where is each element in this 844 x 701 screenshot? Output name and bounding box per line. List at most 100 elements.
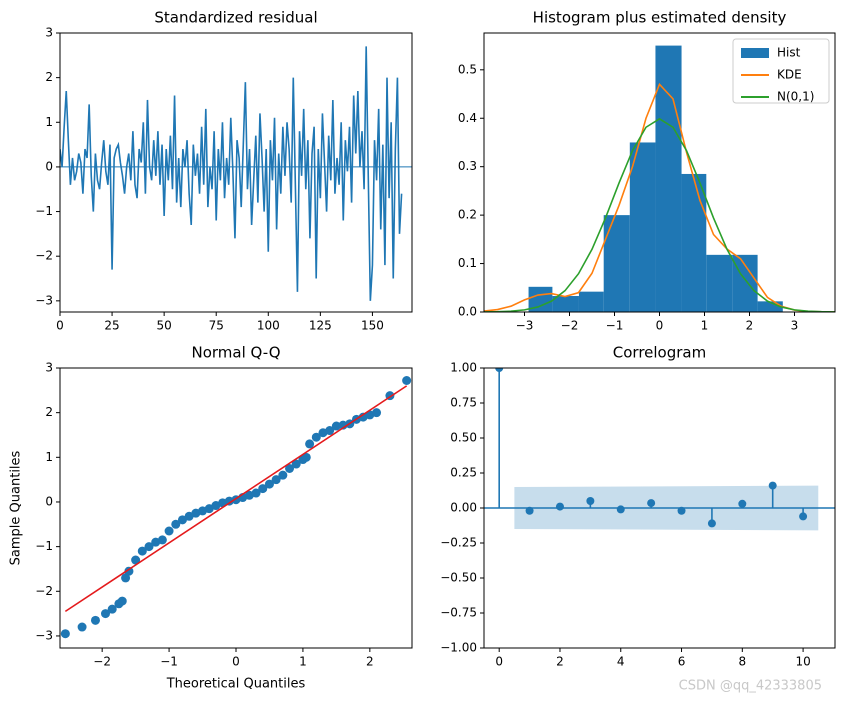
y-tick-label: 0.3 bbox=[458, 159, 477, 173]
y-tick-label: −3 bbox=[35, 293, 53, 307]
plot-area bbox=[484, 45, 835, 312]
x-tick-label: 0 bbox=[656, 319, 664, 333]
x-tick-label: 100 bbox=[257, 319, 280, 333]
legend-patch bbox=[741, 48, 769, 58]
x-axis-label: Theoretical Quantiles bbox=[166, 677, 306, 692]
axes-frame bbox=[59, 367, 413, 649]
x-tick-label: −1 bbox=[160, 655, 178, 669]
y-tick-label: 0.0 bbox=[458, 305, 477, 319]
axes-frame bbox=[483, 367, 836, 649]
y-tick-label: −3 bbox=[35, 628, 53, 642]
y-tick-label: −0.50 bbox=[440, 571, 477, 585]
qq-point bbox=[131, 555, 141, 565]
x-tick-label: 2 bbox=[366, 655, 374, 669]
qq-point bbox=[101, 609, 111, 619]
x-tick-label: 150 bbox=[361, 319, 384, 333]
legend-label: Hist bbox=[777, 46, 801, 60]
y-tick-label: 1 bbox=[45, 115, 53, 129]
qq-point bbox=[224, 496, 234, 506]
x-tick-label: 3 bbox=[791, 319, 799, 333]
x-tick-label: −1 bbox=[606, 319, 624, 333]
y-tick-label: 0.00 bbox=[450, 501, 477, 515]
x-tick-label: 125 bbox=[309, 319, 332, 333]
qq-point bbox=[325, 426, 335, 436]
qq-point bbox=[157, 535, 167, 545]
x-tick-label: 0 bbox=[56, 319, 64, 333]
hist-bar bbox=[629, 142, 656, 312]
y-tick-label: 3 bbox=[45, 361, 53, 375]
plot-area bbox=[60, 376, 412, 639]
x-tick-label: 2 bbox=[556, 655, 564, 669]
hist-bar bbox=[757, 301, 783, 312]
y-tick-label: 0 bbox=[45, 159, 53, 173]
y-tick-label: 2 bbox=[45, 70, 53, 84]
x-tick-label: 50 bbox=[157, 319, 172, 333]
qq-point bbox=[77, 622, 87, 632]
x-tick-label: −2 bbox=[93, 655, 111, 669]
y-axis-label: Sample Quantiles bbox=[9, 450, 24, 565]
hist-bar bbox=[732, 254, 758, 312]
x-tick-label: 0 bbox=[495, 655, 503, 669]
y-tick-label: 0 bbox=[45, 494, 53, 508]
x-tick-label: 1 bbox=[299, 655, 307, 669]
reference-line bbox=[64, 385, 408, 613]
qq-point bbox=[331, 421, 341, 431]
qq-point bbox=[184, 511, 194, 521]
x-tick-label: 6 bbox=[678, 655, 686, 669]
y-tick-label: −0.75 bbox=[440, 606, 477, 620]
stem-marker bbox=[555, 502, 564, 511]
x-tick-label: −2 bbox=[561, 319, 579, 333]
watermark: CSDN @qq_42333805 bbox=[679, 679, 822, 694]
x-tick-label: 1 bbox=[701, 319, 709, 333]
qq-point bbox=[164, 526, 174, 536]
panel-title: Standardized residual bbox=[154, 9, 317, 27]
qq-point bbox=[124, 566, 134, 576]
qq-point bbox=[107, 604, 117, 614]
qq-point bbox=[177, 515, 187, 525]
x-tick-label: 0 bbox=[232, 655, 240, 669]
plot-area bbox=[60, 46, 412, 301]
y-tick-label: 2 bbox=[45, 405, 53, 419]
qq-point bbox=[137, 546, 147, 556]
stem-marker bbox=[738, 499, 747, 508]
stem-marker bbox=[799, 512, 808, 521]
x-tick-label: 25 bbox=[104, 319, 119, 333]
qq-point bbox=[204, 504, 214, 514]
y-tick-label: −1.00 bbox=[440, 641, 477, 655]
y-tick-label: 0.50 bbox=[450, 431, 477, 445]
y-tick-label: 0.25 bbox=[450, 466, 477, 480]
qq-point bbox=[264, 479, 274, 489]
panel-title: Normal Q-Q bbox=[191, 344, 280, 362]
y-tick-label: 1 bbox=[45, 450, 53, 464]
stem-marker bbox=[525, 506, 534, 515]
y-tick-label: 0.5 bbox=[458, 62, 477, 76]
qq-point bbox=[251, 488, 261, 498]
stem-marker bbox=[768, 481, 777, 490]
y-tick-label: −1 bbox=[35, 204, 53, 218]
residual-line bbox=[60, 46, 403, 301]
stem-marker bbox=[586, 497, 595, 505]
axes-frame bbox=[59, 32, 413, 313]
qq-point bbox=[301, 452, 311, 462]
density-line bbox=[484, 117, 835, 312]
y-tick-label: 0.2 bbox=[458, 208, 477, 222]
y-tick-label: 0.4 bbox=[458, 111, 477, 125]
hist-bar bbox=[528, 286, 553, 312]
y-tick-label: 0.75 bbox=[450, 396, 477, 410]
density-line bbox=[484, 82, 835, 312]
legend-label: N(0,1) bbox=[777, 90, 814, 104]
y-tick-label: −0.25 bbox=[440, 536, 477, 550]
stem-marker bbox=[647, 499, 656, 508]
hist-bar bbox=[681, 173, 707, 312]
qq-point bbox=[278, 470, 288, 480]
qq-point bbox=[305, 439, 315, 449]
qq-point bbox=[372, 408, 382, 418]
y-tick-label: −2 bbox=[35, 249, 53, 263]
panel-title: Correlogram bbox=[613, 344, 706, 362]
hist-bar bbox=[578, 291, 604, 312]
qq-point bbox=[271, 475, 281, 485]
qq-point bbox=[121, 573, 131, 583]
x-tick-label: 4 bbox=[617, 655, 625, 669]
legend-label: KDE bbox=[777, 68, 802, 82]
